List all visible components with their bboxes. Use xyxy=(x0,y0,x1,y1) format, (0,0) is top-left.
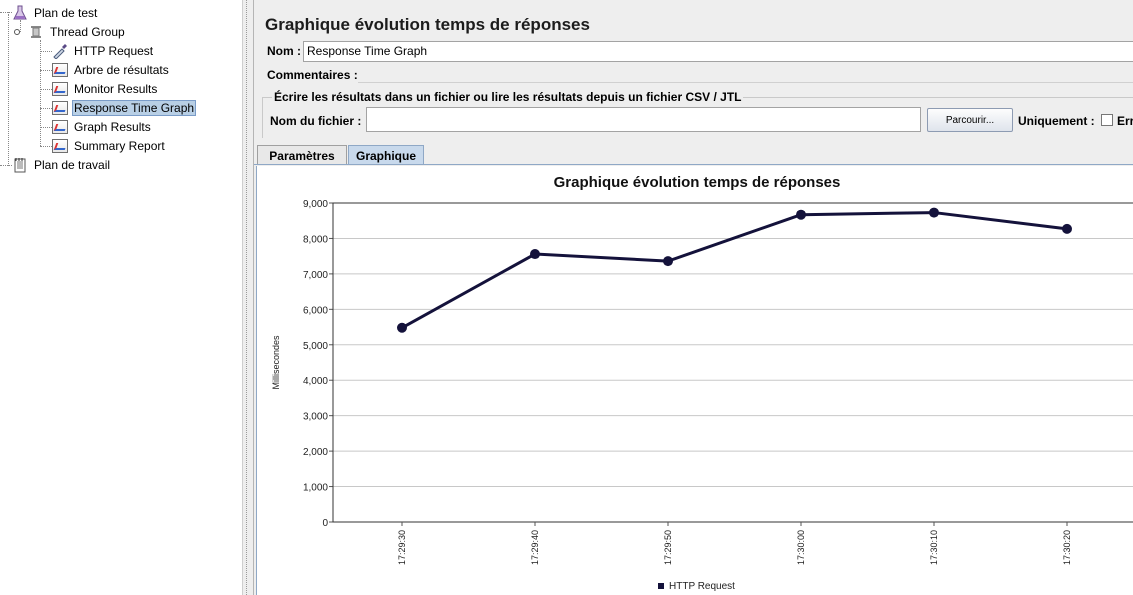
tab-parameters[interactable]: Paramètres xyxy=(257,145,347,165)
series-line xyxy=(401,211,1068,330)
x-tick-label: 17:30:20 xyxy=(1062,530,1072,565)
element-config-panel: Graphique évolution temps de réponses No… xyxy=(254,0,1133,595)
chart-area: Graphique évolution temps de réponses 0 1… xyxy=(256,166,1133,595)
split-pane-divider[interactable] xyxy=(242,0,254,595)
legend-label: HTTP Request xyxy=(669,581,735,592)
y-tick-label: 9,000 xyxy=(303,199,328,210)
plot-frame xyxy=(332,202,1133,523)
notepad-icon xyxy=(12,157,28,173)
chart-title: Graphique évolution temps de réponses xyxy=(553,174,841,191)
comments-field[interactable] xyxy=(358,65,1133,83)
test-plan-tree: Plan de test Thread Group HTTP Request A… xyxy=(0,0,242,595)
y-tick-label: 1,000 xyxy=(303,483,328,494)
data-point xyxy=(663,256,673,267)
expand-handle-icon[interactable] xyxy=(14,29,20,35)
name-field[interactable]: Response Time Graph xyxy=(303,41,1133,62)
filename-input[interactable] xyxy=(366,107,921,132)
tree-item-summary-report[interactable]: Summary Report xyxy=(52,137,167,155)
data-point xyxy=(397,322,407,333)
x-tick-label: 17:30:10 xyxy=(929,530,939,565)
x-tick-label: 17:30:00 xyxy=(796,530,806,565)
y-tick-label: 5,000 xyxy=(303,341,328,352)
data-point xyxy=(929,207,939,218)
comments-label: Commentaires : xyxy=(267,68,358,82)
x-tick-label: 17:29:50 xyxy=(663,530,673,565)
data-point xyxy=(1062,223,1072,234)
name-label: Nom : xyxy=(267,44,301,58)
errors-label: Err xyxy=(1117,114,1133,128)
graph-icon xyxy=(52,63,68,77)
tree-item-results-tree[interactable]: Arbre de résultats xyxy=(52,61,171,79)
response-time-chart: 0 1,000 2,000 3,000 4,000 5,000 6,000 7,000 8,00… xyxy=(271,199,1133,592)
y-tick-label: 2,000 xyxy=(303,447,328,458)
tree-item-workbench[interactable]: Plan de travail xyxy=(12,156,112,174)
tree-item-graph-results[interactable]: Graph Results xyxy=(52,118,153,136)
errors-only-checkbox[interactable] xyxy=(1101,114,1113,126)
tree-item-monitor-results[interactable]: Monitor Results xyxy=(52,80,159,98)
browse-button[interactable]: Parcourir... xyxy=(927,108,1013,132)
tree-item-test-plan[interactable]: Plan de test xyxy=(12,4,99,22)
x-tick-label: 17:29:30 xyxy=(397,530,407,565)
y-tick-label: 4,000 xyxy=(303,376,328,387)
data-point xyxy=(796,209,806,220)
x-tick-label: 17:29:40 xyxy=(530,530,540,565)
y-tick-label: 3,000 xyxy=(303,412,328,423)
graph-icon xyxy=(52,101,68,115)
tree-item-response-time-graph[interactable]: Response Time Graph xyxy=(52,99,197,117)
filename-label: Nom du fichier : xyxy=(270,114,362,128)
y-tick-label: 0 xyxy=(322,518,328,529)
pipette-icon xyxy=(52,43,68,60)
y-tick-label: 7,000 xyxy=(303,270,328,281)
graph-icon xyxy=(52,120,68,134)
spool-icon xyxy=(28,24,44,40)
only-label: Uniquement : xyxy=(1018,114,1095,128)
graph-icon xyxy=(52,139,68,153)
file-group-title: Écrire les résultats dans un fichier ou … xyxy=(272,90,744,104)
tree-item-thread-group[interactable]: Thread Group xyxy=(14,23,127,41)
y-tick-label: 8,000 xyxy=(303,234,328,245)
flask-icon xyxy=(12,5,28,21)
plot-background xyxy=(333,203,1133,522)
data-point xyxy=(530,249,540,260)
legend-swatch xyxy=(658,583,664,589)
y-tick-label: 6,000 xyxy=(303,305,328,316)
y-axis-label: Millisecondes xyxy=(271,335,281,390)
tab-graph[interactable]: Graphique xyxy=(348,145,424,165)
tree-item-http-request[interactable]: HTTP Request xyxy=(52,42,155,60)
tab-strip-border xyxy=(254,164,1133,165)
graph-icon xyxy=(52,82,68,96)
panel-title: Graphique évolution temps de réponses xyxy=(265,15,590,34)
splitter-grip[interactable] xyxy=(246,0,250,595)
